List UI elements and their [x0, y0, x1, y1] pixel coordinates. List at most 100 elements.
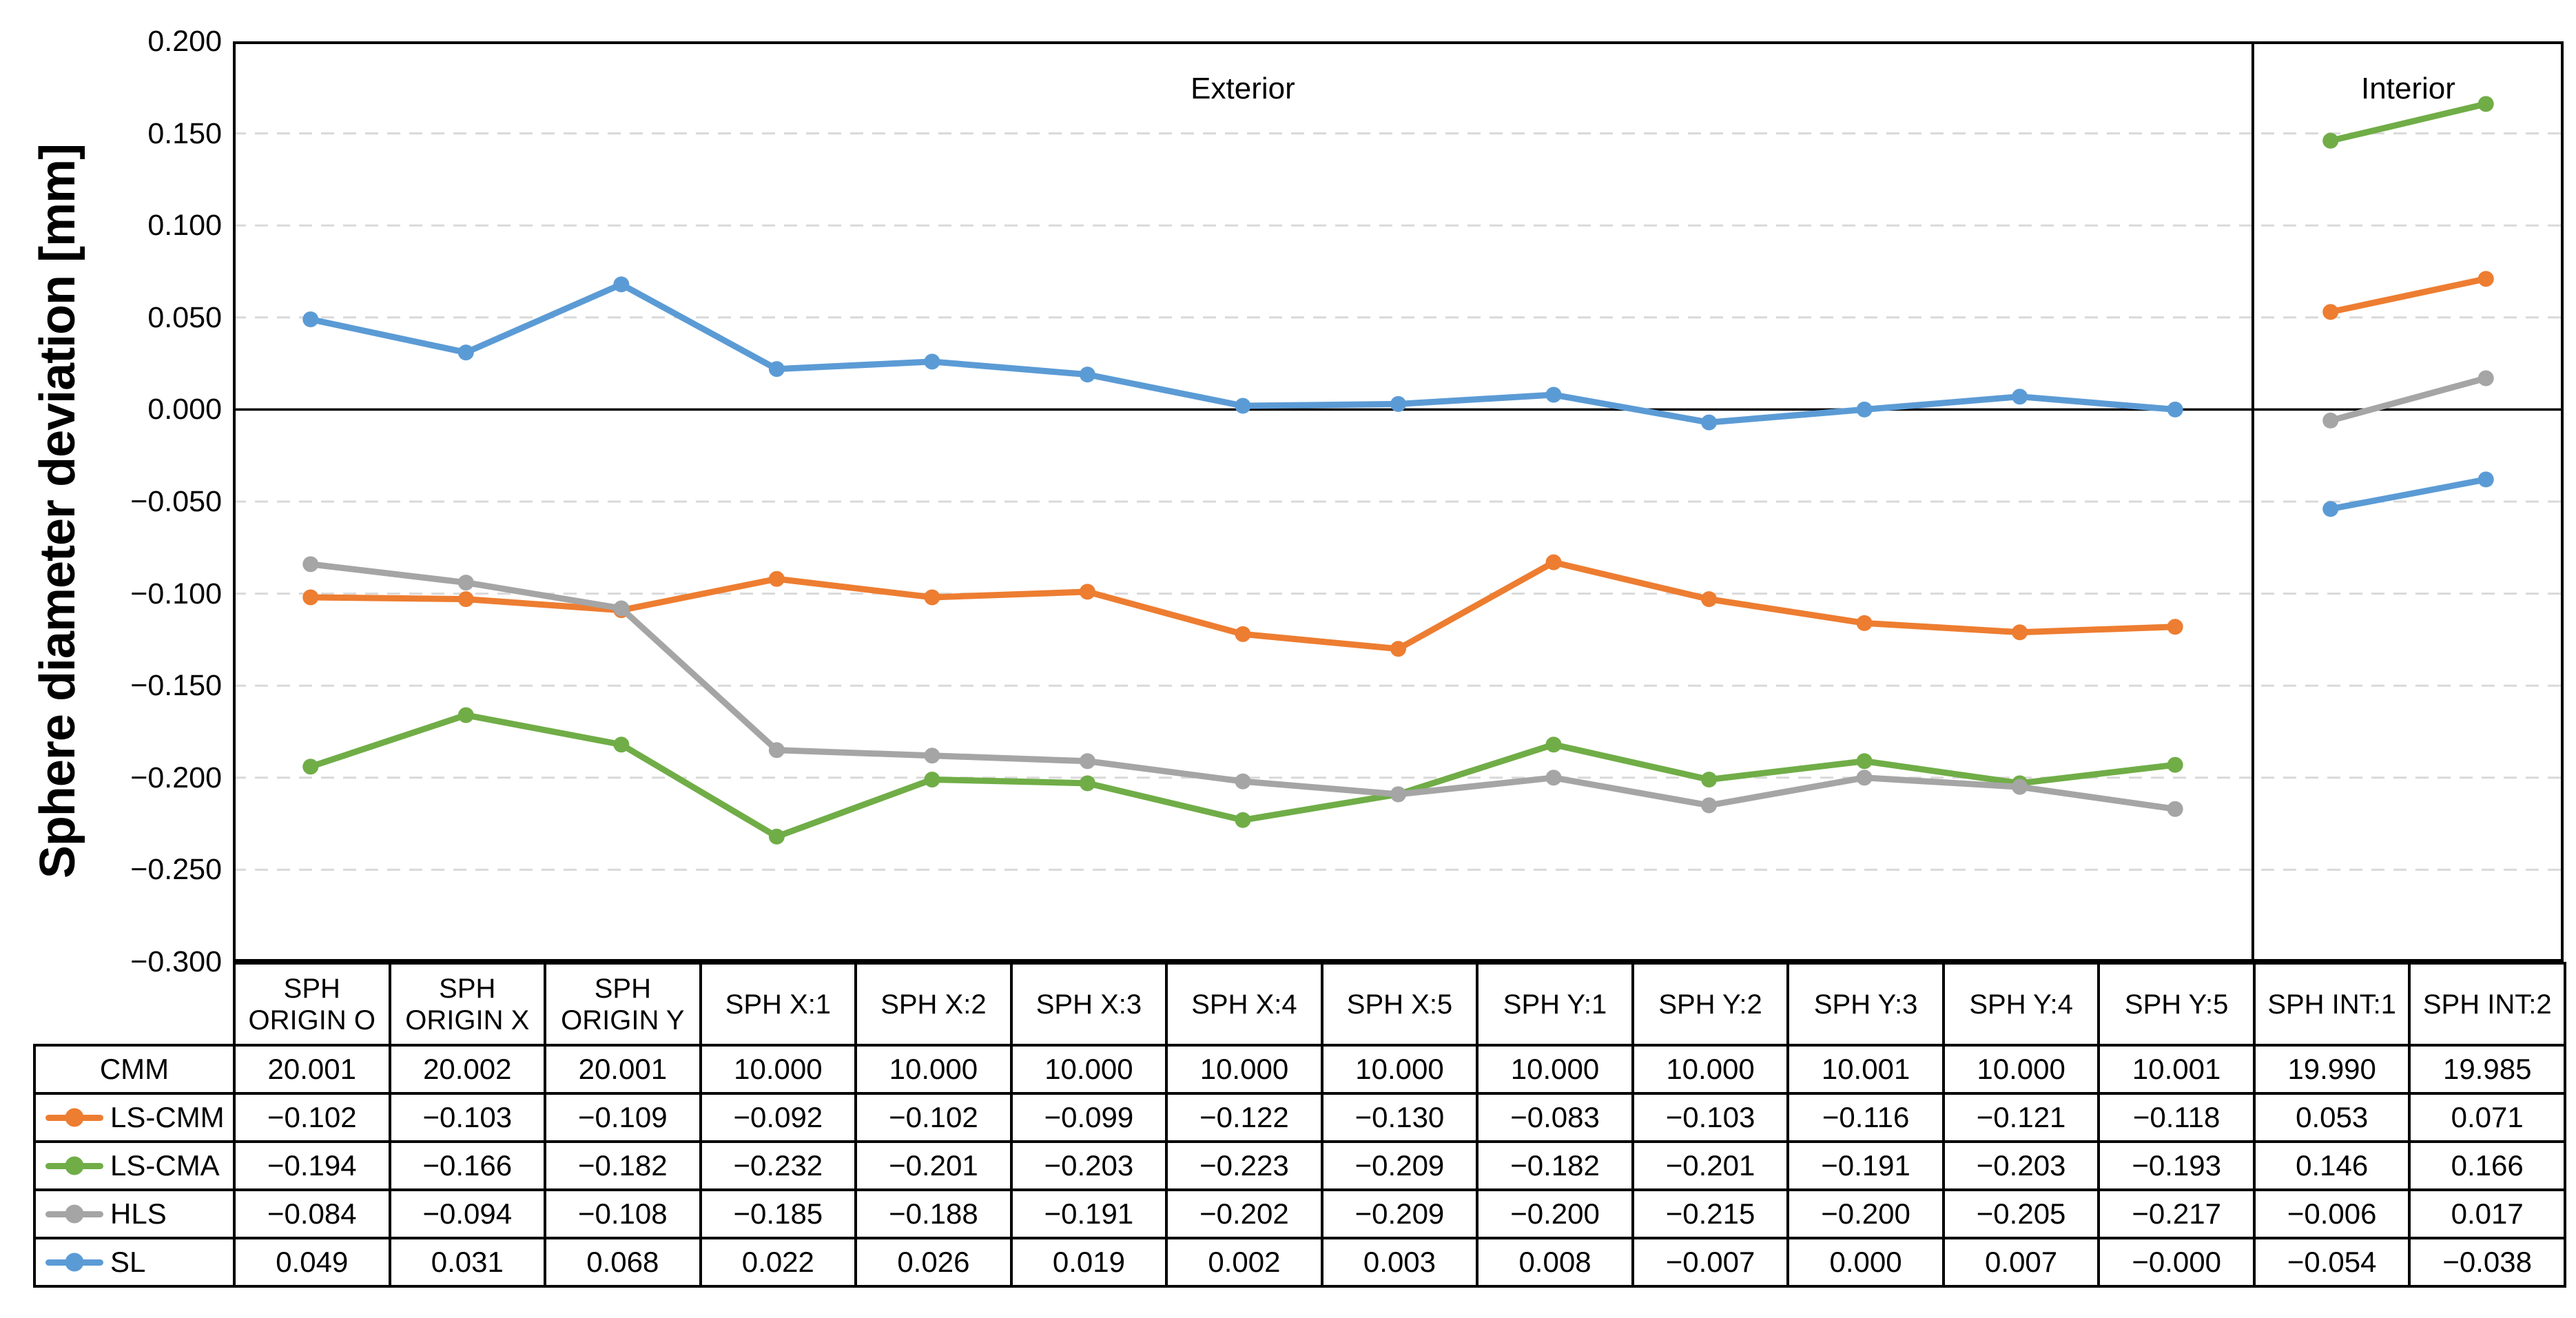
series-marker-hls — [1390, 786, 1406, 803]
column-header: SPH Y:4 — [1941, 962, 2101, 1047]
table-cell: −0.116 — [1786, 1092, 1945, 1143]
table-cell: −0.200 — [1786, 1188, 1945, 1239]
table-cell: −0.084 — [233, 1188, 391, 1239]
series-marker-ls-cmm — [2322, 304, 2339, 320]
table-cell: 0.000 — [1786, 1237, 1945, 1288]
series-marker-hls — [1079, 753, 1095, 770]
table-cell: 19.990 — [2252, 1044, 2411, 1095]
series-marker-ls-cmm — [457, 591, 474, 608]
table-cell: −0.209 — [1320, 1188, 1479, 1239]
series-marker-sl — [457, 344, 474, 361]
table-row-hls: HLS −0.084 −0.094 −0.108 −0.185 −0.188 −0.191−… — [33, 1188, 2566, 1239]
series-marker-hls — [2322, 412, 2339, 429]
table-cell: −0.201 — [854, 1140, 1013, 1191]
series-marker-ls-cmm — [2012, 624, 2028, 641]
table-cell: 0.031 — [388, 1237, 547, 1288]
table-cell: −0.201 — [1631, 1140, 1790, 1191]
series-marker-ls-cmm — [302, 589, 319, 606]
series-marker-ls-cmm — [1390, 641, 1406, 657]
table-corner-blank — [34, 963, 234, 1045]
table-cell: −0.103 — [1631, 1092, 1790, 1143]
table-cell: 0.022 — [699, 1237, 858, 1288]
column-header: SPH X:3 — [1009, 962, 1168, 1047]
table-cell: 0.146 — [2252, 1140, 2411, 1191]
series-marker-hls — [613, 600, 630, 617]
y-axis-tick-label: −0.150 — [130, 669, 222, 703]
table-cell: −0.038 — [2408, 1237, 2566, 1288]
table-cell: −0.217 — [2097, 1188, 2256, 1239]
series-line-hls — [2327, 375, 2489, 424]
table-cell: 10.000 — [1320, 1044, 1479, 1095]
table-cell: 0.008 — [1476, 1237, 1634, 1288]
table-row-sl: SL 0.049 0.031 0.068 0.022 0.026 0.019 0.002 0.0… — [33, 1237, 2566, 1288]
series-marker-sl — [302, 311, 319, 327]
series-name: LS-CMM — [110, 1101, 225, 1133]
series-marker-hls — [457, 575, 474, 591]
series-marker-ls-cma — [1701, 771, 1718, 787]
table-cell: 0.003 — [1320, 1237, 1479, 1288]
table-cell: 10.000 — [1009, 1044, 1168, 1095]
table-cell: 10.001 — [1786, 1044, 1945, 1095]
table-cell: 0.053 — [2252, 1092, 2411, 1143]
y-axis-tick-label: 0.100 — [147, 209, 222, 243]
row-label-ls-cma: LS-CMA — [33, 1140, 236, 1191]
table-cell: 10.000 — [854, 1044, 1013, 1095]
region-label-exterior: Exterior — [1191, 72, 1295, 105]
series-marker-ls-cma — [457, 707, 474, 723]
series-marker-ls-cma — [2322, 132, 2339, 149]
table-cell: −0.083 — [1476, 1092, 1634, 1143]
legend-marker-ls-cmm-icon — [45, 1108, 103, 1127]
series-line-sl — [2327, 476, 2489, 513]
y-axis-tick-label: −0.300 — [130, 945, 222, 978]
table-cell: 10.000 — [1631, 1044, 1790, 1095]
table-cell: −0.102 — [854, 1092, 1013, 1143]
table-cell: 0.002 — [1165, 1237, 1323, 1288]
series-name: SL — [110, 1246, 146, 1278]
series-marker-ls-cma — [1856, 753, 1873, 770]
table-cell: 0.019 — [1009, 1237, 1168, 1288]
table-cell: −0.109 — [544, 1092, 702, 1143]
series-marker-hls — [302, 556, 319, 573]
series-marker-sl — [2012, 389, 2028, 405]
region-label-interior: Interior — [2360, 72, 2455, 105]
table-row-ls-cma: LS-CMA −0.194 −0.166 −0.182 −0.232 −0.201 −0.2… — [33, 1140, 2566, 1191]
series-marker-ls-cma — [302, 759, 319, 775]
series-marker-ls-cma — [613, 737, 630, 753]
table-cell: −0.182 — [544, 1140, 702, 1191]
table-cell: −0.203 — [1941, 1140, 2101, 1191]
row-label-cmm: CMM — [33, 1044, 236, 1095]
series-marker-sl — [2167, 401, 2183, 418]
series-name: CMM — [99, 1053, 169, 1085]
column-header: SPH ORIGIN X — [388, 962, 547, 1047]
y-axis-tick-label: 0.000 — [147, 393, 222, 426]
table-cell: 10.000 — [1165, 1044, 1323, 1095]
y-axis-tick-label: −0.200 — [130, 761, 222, 794]
series-marker-hls — [2477, 370, 2494, 387]
series-marker-hls — [2167, 801, 2183, 817]
table-cell: 20.001 — [233, 1044, 391, 1095]
table-cell: 0.017 — [2408, 1188, 2566, 1239]
column-header: SPH Y:3 — [1786, 962, 1945, 1047]
y-axis-tick-label: −0.250 — [130, 853, 222, 887]
table-cell: −0.232 — [699, 1140, 858, 1191]
table-cell: 0.026 — [854, 1237, 1013, 1288]
table-cell: 0.007 — [1941, 1237, 2101, 1288]
series-marker-hls — [1235, 773, 1251, 790]
column-header: SPH X:4 — [1165, 962, 1323, 1047]
plot-border — [233, 41, 2564, 962]
table-cell: −0.000 — [2097, 1237, 2256, 1288]
column-header: SPH INT:2 — [2408, 962, 2566, 1047]
table-cell: 0.049 — [233, 1237, 391, 1288]
y-axis-tick-label: 0.200 — [147, 25, 222, 58]
table-cell: 0.068 — [544, 1237, 702, 1288]
series-marker-sl — [768, 361, 785, 378]
series-name: HLS — [110, 1197, 167, 1230]
table-cell: −0.166 — [388, 1140, 547, 1191]
series-marker-hls — [924, 748, 940, 764]
table-cell: −0.103 — [388, 1092, 547, 1143]
table-cell: −0.200 — [1476, 1188, 1634, 1239]
series-marker-sl — [1701, 414, 1718, 431]
series-marker-hls — [1701, 797, 1718, 814]
series-marker-hls — [2012, 779, 2028, 795]
column-header: SPH Y:1 — [1476, 962, 1634, 1047]
